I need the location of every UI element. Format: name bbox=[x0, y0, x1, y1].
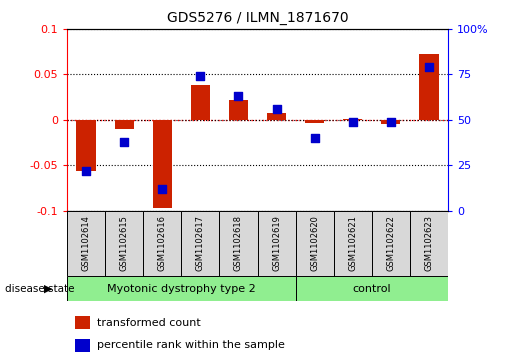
Bar bbox=[305, 120, 324, 123]
Bar bbox=[229, 100, 248, 120]
Text: GSM1102618: GSM1102618 bbox=[234, 215, 243, 271]
Point bbox=[82, 168, 90, 174]
Point bbox=[120, 139, 128, 144]
Bar bbox=[344, 119, 363, 120]
Text: percentile rank within the sample: percentile rank within the sample bbox=[97, 340, 285, 350]
Text: GSM1102617: GSM1102617 bbox=[196, 215, 205, 271]
Bar bbox=[75, 339, 90, 352]
FancyBboxPatch shape bbox=[296, 211, 334, 276]
Text: GSM1102620: GSM1102620 bbox=[310, 215, 319, 271]
Text: control: control bbox=[352, 284, 391, 294]
FancyBboxPatch shape bbox=[105, 211, 143, 276]
Text: GSM1102622: GSM1102622 bbox=[386, 215, 396, 271]
FancyBboxPatch shape bbox=[181, 211, 219, 276]
FancyBboxPatch shape bbox=[219, 211, 258, 276]
FancyBboxPatch shape bbox=[296, 276, 448, 301]
Bar bbox=[419, 54, 439, 120]
Text: GSM1102615: GSM1102615 bbox=[119, 215, 129, 271]
Text: Myotonic dystrophy type 2: Myotonic dystrophy type 2 bbox=[107, 284, 255, 294]
FancyBboxPatch shape bbox=[67, 211, 105, 276]
Title: GDS5276 / ILMN_1871670: GDS5276 / ILMN_1871670 bbox=[167, 11, 348, 25]
FancyBboxPatch shape bbox=[334, 211, 372, 276]
Bar bbox=[382, 120, 401, 124]
Point bbox=[196, 73, 204, 79]
Text: disease state: disease state bbox=[5, 284, 75, 294]
Text: GSM1102619: GSM1102619 bbox=[272, 215, 281, 271]
Bar bbox=[114, 120, 134, 129]
Point bbox=[387, 119, 395, 125]
Text: GSM1102616: GSM1102616 bbox=[158, 215, 167, 271]
Text: transformed count: transformed count bbox=[97, 318, 201, 327]
Bar bbox=[267, 113, 286, 120]
Point bbox=[158, 186, 166, 192]
Bar bbox=[76, 120, 96, 171]
Bar bbox=[75, 316, 90, 329]
Bar bbox=[191, 85, 210, 120]
FancyBboxPatch shape bbox=[410, 211, 448, 276]
FancyBboxPatch shape bbox=[372, 211, 410, 276]
Bar bbox=[153, 120, 172, 208]
FancyBboxPatch shape bbox=[258, 211, 296, 276]
Point bbox=[272, 106, 281, 112]
Point bbox=[234, 93, 243, 99]
FancyBboxPatch shape bbox=[143, 211, 181, 276]
Point bbox=[311, 135, 319, 141]
Text: GSM1102614: GSM1102614 bbox=[81, 215, 91, 271]
FancyBboxPatch shape bbox=[67, 276, 296, 301]
Text: GSM1102621: GSM1102621 bbox=[348, 215, 357, 271]
Point bbox=[425, 64, 433, 70]
Point bbox=[349, 119, 357, 125]
Text: ▶: ▶ bbox=[44, 284, 53, 294]
Text: GSM1102623: GSM1102623 bbox=[424, 215, 434, 271]
